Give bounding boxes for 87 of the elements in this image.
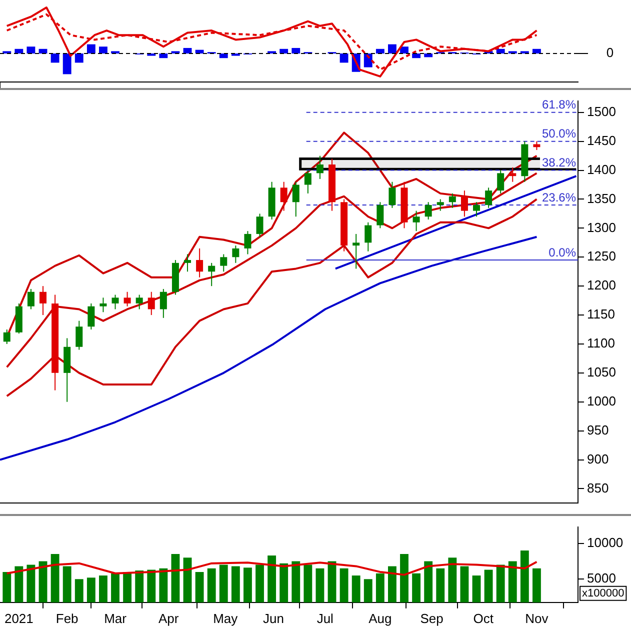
y-tick-label: 950 bbox=[587, 422, 609, 438]
candlestick bbox=[184, 254, 192, 272]
annotation: 0.0% bbox=[548, 245, 576, 260]
bar bbox=[412, 53, 421, 58]
y-tick-label: 10000 bbox=[587, 534, 624, 550]
candlestick bbox=[124, 291, 131, 307]
x-tick-label: 2021 bbox=[4, 610, 34, 626]
candlestick bbox=[40, 286, 47, 316]
candlestick bbox=[509, 166, 516, 182]
candlestick bbox=[148, 291, 155, 316]
candlestick bbox=[208, 262, 216, 287]
bar bbox=[74, 53, 84, 63]
bar bbox=[26, 46, 36, 54]
x-tick-label: Apr bbox=[158, 610, 180, 626]
ref-line-label: 0 bbox=[606, 45, 614, 60]
bar bbox=[62, 53, 72, 74]
y-tick-label: 850 bbox=[587, 480, 609, 496]
y-tick-label: 1050 bbox=[587, 364, 616, 380]
x-tick-label: Feb bbox=[56, 610, 78, 626]
candlestick bbox=[304, 170, 312, 194]
candlestick bbox=[27, 288, 34, 310]
bar bbox=[376, 48, 384, 54]
bar bbox=[50, 53, 60, 63]
candlestick bbox=[352, 233, 360, 270]
bar bbox=[388, 44, 396, 54]
candlestick bbox=[220, 254, 228, 272]
y-tick-label: 1300 bbox=[587, 220, 616, 235]
annotation: 50.0% bbox=[542, 126, 576, 141]
bar bbox=[159, 53, 168, 58]
candlestick bbox=[376, 202, 384, 229]
bar bbox=[280, 48, 288, 54]
annotation: 23.6% bbox=[542, 190, 576, 204]
candlestick bbox=[460, 190, 468, 218]
y-tick-label: 1250 bbox=[587, 248, 616, 264]
candlestick bbox=[316, 155, 324, 180]
candlestick bbox=[497, 170, 504, 194]
bar bbox=[86, 44, 96, 54]
y-tick-label: 1150 bbox=[587, 306, 615, 322]
candlestick bbox=[76, 320, 83, 350]
candlestick bbox=[88, 302, 95, 330]
bar bbox=[424, 53, 433, 58]
y-tick-label: 5000 bbox=[587, 570, 616, 586]
candlestick bbox=[292, 181, 300, 218]
candlestick bbox=[112, 294, 119, 310]
x-tick-label: May bbox=[213, 610, 238, 626]
candlestick bbox=[280, 181, 288, 212]
bar bbox=[99, 46, 108, 54]
candlestick bbox=[436, 198, 444, 212]
annotation: 61.8% bbox=[542, 98, 576, 112]
candlestick bbox=[485, 187, 492, 208]
x-tick-label: Aug bbox=[368, 610, 392, 626]
y-tick-label: 1100 bbox=[587, 336, 615, 351]
y-tick-label: 900 bbox=[587, 451, 609, 466]
bar bbox=[532, 48, 541, 54]
text: x100000 bbox=[582, 587, 624, 600]
candlestick bbox=[160, 288, 167, 318]
candlestick bbox=[473, 202, 480, 218]
y-tick-label: 1500 bbox=[587, 104, 616, 119]
candlestick bbox=[136, 294, 143, 310]
y-tick-label: 1400 bbox=[587, 162, 616, 177]
candlestick bbox=[100, 297, 107, 313]
bar bbox=[219, 53, 228, 58]
x-tick-label: Sep bbox=[420, 610, 444, 626]
x-tick-label: Jun bbox=[263, 610, 284, 626]
candlestick bbox=[232, 245, 240, 264]
y-tick-label: 1200 bbox=[587, 278, 616, 293]
x-tick-label: Jul bbox=[316, 610, 334, 626]
candlestick bbox=[412, 210, 420, 232]
candlestick bbox=[424, 202, 432, 220]
x-tick-label: Nov bbox=[525, 610, 549, 626]
candlestick bbox=[364, 222, 372, 252]
candlestick bbox=[3, 329, 10, 344]
bar bbox=[496, 48, 505, 54]
bar bbox=[292, 48, 300, 54]
x-tick-label: Oct bbox=[473, 610, 494, 626]
candlestick bbox=[256, 213, 264, 238]
bar bbox=[340, 53, 348, 63]
candlestick bbox=[388, 181, 396, 208]
annotation: 38.2% bbox=[542, 156, 576, 170]
bar bbox=[14, 48, 24, 54]
y-tick-label: 1450 bbox=[587, 132, 616, 148]
y-tick-label: 1000 bbox=[587, 393, 616, 408]
x-tick-label: Mar bbox=[104, 610, 128, 626]
candlestick bbox=[244, 230, 252, 255]
y-tick-label: 1350 bbox=[587, 190, 616, 206]
candlestick bbox=[196, 248, 204, 278]
candlestick bbox=[448, 192, 456, 208]
